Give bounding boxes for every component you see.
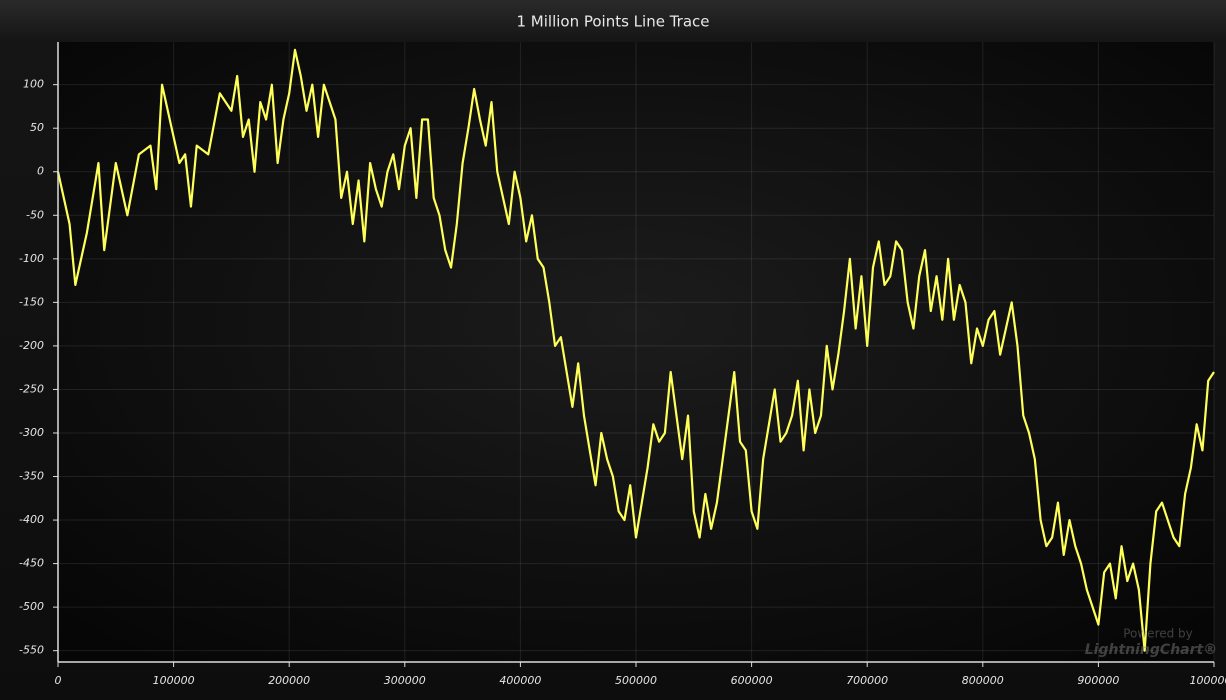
x-tick-label: 300000: [384, 674, 426, 687]
x-tick-label: 1000000: [1190, 674, 1226, 687]
y-tick-label: 100: [23, 78, 44, 91]
data-line: [56, 48, 1215, 652]
y-tick-label: 0: [37, 165, 44, 178]
y-tick-label: -250: [19, 382, 44, 395]
watermark: LightningChart®: [1085, 642, 1217, 658]
y-tick-label: -150: [19, 295, 44, 308]
series: [56, 48, 1215, 652]
x-tick-label: 900000: [1077, 674, 1119, 687]
y-tick-label: -300: [19, 426, 44, 439]
y-tick-label: -350: [19, 470, 44, 483]
chart-title: 1 Million Points Line Trace: [516, 13, 709, 31]
y-tick-label: 50: [30, 121, 44, 134]
x-tick-label: 100000: [153, 674, 195, 687]
x-tick-label: 0: [55, 674, 62, 687]
x-tick-label: 600000: [731, 674, 773, 687]
x-tick-label: 800000: [962, 674, 1004, 687]
x-tick-label: 500000: [615, 674, 657, 687]
x-tick-label: 400000: [499, 674, 541, 687]
x-tick-label: 200000: [268, 674, 310, 687]
y-tick-label: -550: [19, 644, 44, 657]
y-tick-label: -500: [19, 600, 44, 613]
y-tick-label: -50: [26, 208, 44, 221]
y-tick-label: -400: [19, 513, 44, 526]
ticks: -550-500-450-400-350-300-250-200-150-100…: [19, 78, 1226, 687]
y-tick-label: -450: [19, 557, 44, 570]
grid: [57, 42, 1215, 662]
x-tick-label: 700000: [846, 674, 888, 687]
y-tick-label: -200: [19, 339, 44, 352]
watermark: Powered by: [1123, 627, 1193, 641]
y-tick-label: -100: [19, 252, 44, 265]
